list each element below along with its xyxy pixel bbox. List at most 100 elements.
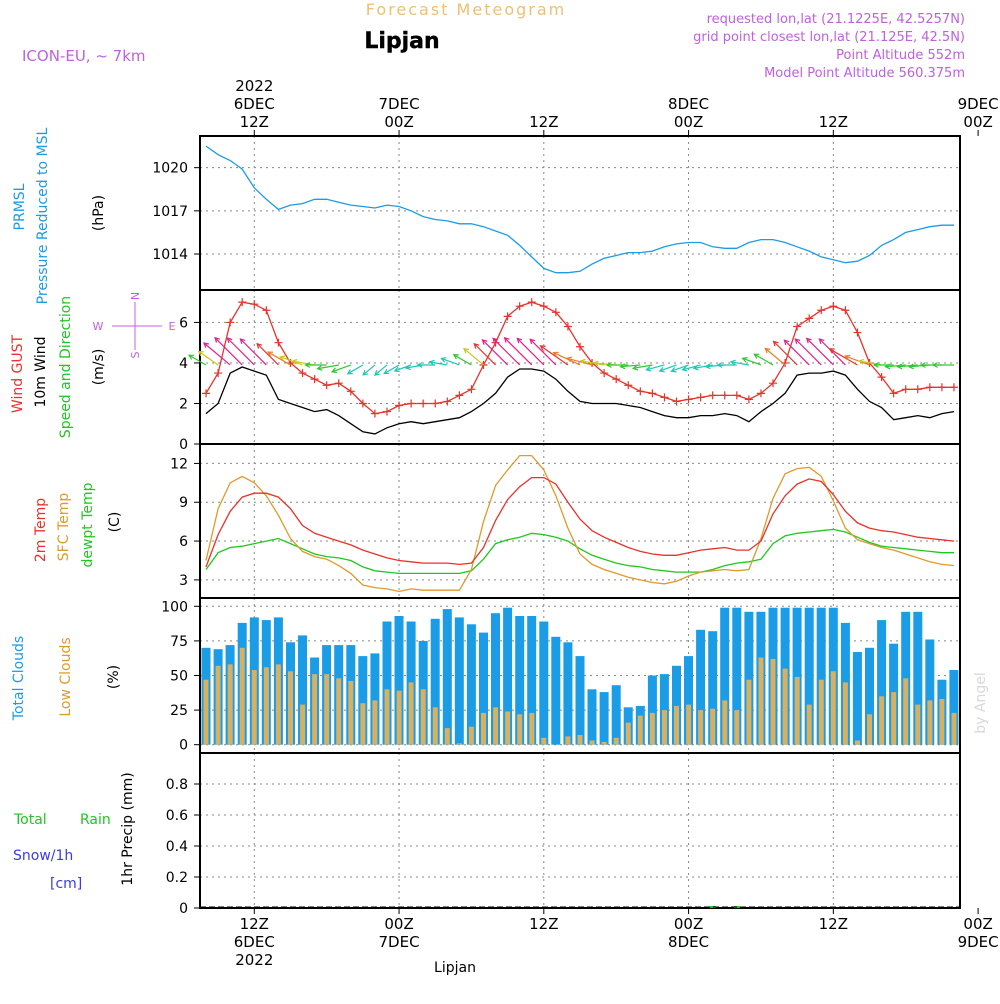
wind-arrow-head-60 bbox=[907, 363, 914, 370]
wind-compass: N S W E bbox=[93, 292, 176, 359]
low-cloud-bar-37 bbox=[649, 712, 655, 745]
wind-arrow-head-62 bbox=[931, 362, 938, 368]
gust-marker-27 bbox=[527, 298, 536, 307]
wind-arrow-head-0 bbox=[188, 354, 195, 360]
total-cloud-bar-59 bbox=[913, 611, 923, 745]
wind-arrow-11 bbox=[317, 364, 339, 370]
wind-arrow-1 bbox=[198, 350, 219, 366]
wind-arrow-head-4 bbox=[226, 337, 233, 344]
total-cloud-bar-19 bbox=[430, 618, 440, 745]
wind-arrow-head-1 bbox=[197, 350, 204, 357]
top-time-label-2-0: 12Z bbox=[529, 113, 558, 131]
wind-arrow-45 bbox=[730, 361, 749, 366]
wind-arrow-head-38 bbox=[645, 365, 652, 372]
total-cloud-bar-32 bbox=[587, 689, 597, 745]
wind-arrow-21 bbox=[441, 357, 460, 366]
wind-arrow-37 bbox=[633, 364, 653, 369]
low-cloud-bar-20 bbox=[444, 728, 450, 745]
wind-arrow-head-58 bbox=[884, 363, 891, 370]
low-cloud-bar-32 bbox=[589, 740, 595, 745]
gust-marker-50 bbox=[805, 314, 814, 323]
low-cloud-bar-27 bbox=[529, 712, 535, 745]
p3-ytick-label-2: 9 bbox=[179, 495, 188, 511]
p1-label-unit: (hPa) bbox=[91, 195, 107, 231]
wind-arrow-head-14 bbox=[362, 369, 369, 376]
wind-arrow-55 bbox=[845, 355, 870, 366]
low-cloud-bar-19 bbox=[432, 707, 438, 745]
wind-arrow-head-13 bbox=[346, 369, 353, 375]
bottom-time-label-0-1: 6DEC bbox=[234, 933, 275, 951]
wind-arrow-head-11 bbox=[316, 365, 323, 371]
p5-ytick-label-1: 0.2 bbox=[166, 870, 188, 886]
wind-arrow-head-45 bbox=[729, 359, 736, 366]
gust-marker-58 bbox=[901, 385, 910, 394]
wind-arrow-49 bbox=[773, 340, 798, 366]
top-time-label-0-1: 6DEC bbox=[234, 95, 275, 113]
p5-ytick-label-4: 0.8 bbox=[166, 777, 188, 793]
p4-ytick-label-2: 50 bbox=[170, 669, 188, 685]
p4-label-low: Low Clouds bbox=[58, 637, 74, 716]
p5-label-cm: [cm] bbox=[50, 876, 82, 892]
total-cloud-bar-50 bbox=[804, 607, 814, 745]
gust-marker-0 bbox=[202, 389, 211, 398]
total-cloud-bar-58 bbox=[901, 611, 911, 745]
gust-marker-5 bbox=[262, 306, 271, 315]
low-cloud-bar-53 bbox=[842, 682, 848, 745]
gust-marker-20 bbox=[443, 397, 452, 406]
wind-arrow-head-44 bbox=[716, 362, 723, 368]
top-time-label-3-0: 8DEC bbox=[668, 95, 709, 113]
wind-arrow-head-41 bbox=[681, 365, 688, 372]
wind-arrow-13 bbox=[347, 364, 364, 375]
wind-arrow-head-16 bbox=[383, 368, 390, 375]
wind-arrow-head-23 bbox=[463, 347, 470, 354]
wind-arrow-head-51 bbox=[794, 338, 801, 344]
wind-arrow-head-19 bbox=[416, 362, 423, 368]
total-cloud-bar-24 bbox=[491, 613, 500, 745]
top-time-label-1-0: 7DEC bbox=[379, 95, 420, 113]
low-cloud-bar-9 bbox=[312, 674, 318, 745]
top-time-label-3-1: 00Z bbox=[674, 113, 703, 131]
gust-marker-36 bbox=[636, 387, 645, 396]
p1-ytick-label-0: 1014 bbox=[152, 247, 188, 263]
wind-arrow-head-37 bbox=[631, 364, 639, 371]
p3-label-dewpt: dewpt Temp bbox=[80, 482, 96, 567]
top-time-label-5-1: 00Z bbox=[963, 113, 992, 131]
wind-arrow-head-9 bbox=[291, 358, 298, 365]
panel-1: 1014 1017 1020 bbox=[152, 135, 961, 291]
total-cloud-bar-31 bbox=[575, 656, 585, 745]
bottom-location-label: Lipjan bbox=[434, 960, 476, 976]
wind-arrow-head-35 bbox=[605, 362, 612, 368]
total-cloud-bar-37 bbox=[647, 675, 657, 745]
wind-speed-line bbox=[205, 366, 955, 435]
wind-arrow-head-8 bbox=[279, 355, 286, 361]
wind-arrow-22 bbox=[453, 354, 472, 366]
p2-ytick-label-3: 6 bbox=[179, 315, 188, 331]
wind-arrow-head-52 bbox=[805, 337, 812, 344]
wind-arrow-6 bbox=[256, 343, 279, 366]
low-cloud-bar-36 bbox=[637, 715, 643, 745]
gust-marker-19 bbox=[431, 399, 440, 408]
total-cloud-bar-62 bbox=[949, 670, 959, 745]
gust-marker-4 bbox=[250, 300, 259, 309]
wind-arrow-head-40 bbox=[670, 367, 677, 373]
p1-label-prmsl: PRMSL bbox=[12, 183, 28, 230]
top-time-label-0-0: 2022 bbox=[235, 77, 273, 95]
low-cloud-bar-43 bbox=[722, 700, 728, 745]
panel-5: 0 0.2 0.4 0.6 0.8 bbox=[166, 752, 961, 917]
low-cloud-bar-22 bbox=[468, 726, 474, 745]
wind-arrow-head-29 bbox=[529, 338, 536, 345]
gust-marker-42 bbox=[708, 391, 717, 400]
dewpt-line bbox=[205, 528, 954, 575]
gust-marker-30 bbox=[563, 322, 572, 331]
low-cloud-bar-28 bbox=[541, 737, 547, 745]
low-cloud-bar-7 bbox=[288, 671, 293, 745]
sfc-temp-line bbox=[205, 454, 955, 593]
wind-arrow-head-22 bbox=[452, 354, 459, 360]
wind-arrow-26 bbox=[492, 337, 521, 366]
low-cloud-bar-16 bbox=[396, 690, 402, 745]
wind-arrow-27 bbox=[504, 337, 533, 366]
gust-marker-14 bbox=[370, 409, 379, 418]
low-cloud-bar-56 bbox=[879, 696, 885, 745]
